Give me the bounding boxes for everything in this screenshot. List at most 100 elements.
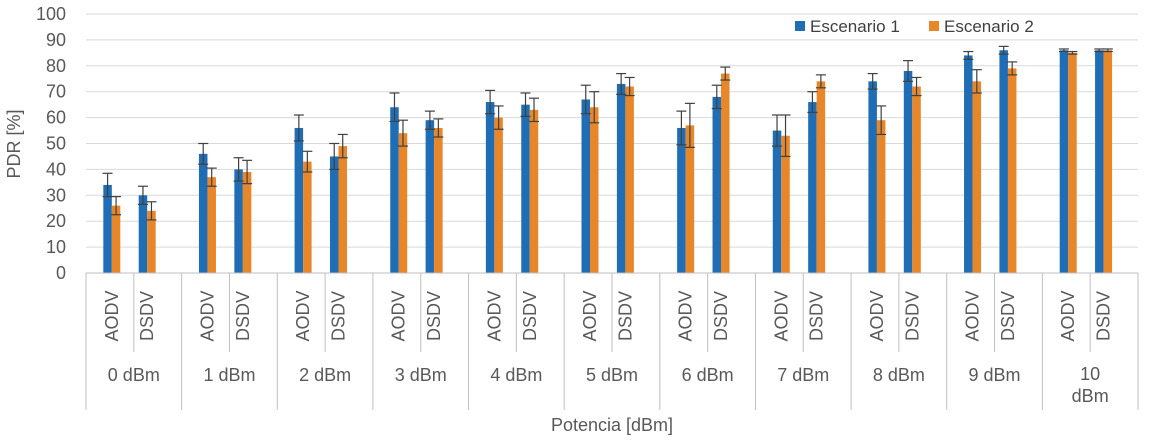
category-label-4-dbm-aodv: AODV [484, 290, 504, 341]
bar-escenario-2-5-dbm-dsdv [625, 86, 634, 274]
bar-escenario-1-6-dbm-aodv [677, 127, 686, 274]
category-label-6-dbm-aodv: AODV [676, 290, 696, 341]
y-tick-label-70: 70 [46, 82, 66, 102]
error-bar-escenario-2-2-dbm-dsdv [337, 133, 348, 159]
bar-escenario-2-6-dbm-aodv [685, 125, 695, 274]
error-bar-escenario-1-6-dbm-dsdv [711, 84, 722, 110]
bar-escenario-2-8-dbm-aodv [876, 120, 886, 273]
category-label-0-dbm-dsdv: DSDV [137, 291, 157, 341]
bar-escenario-1-3-dbm-dsdv [425, 120, 435, 273]
bar-escenario-2-3-dbm-aodv [398, 133, 408, 273]
y-tick-label-40: 40 [46, 159, 66, 179]
legend-swatch-escenario-1 [795, 21, 805, 31]
group-label-6-dbm: 6 dBm [682, 365, 734, 385]
bar-escenario-2-4-dbm-aodv [494, 117, 503, 273]
error-bar-escenario-1-5-dbm-dsdv [616, 72, 627, 95]
category-label-5-dbm-dsdv: DSDV [615, 291, 635, 341]
bar-escenario-1-9-dbm-dsdv [999, 50, 1008, 274]
error-bars [102, 45, 1113, 221]
bar-escenario-1-8-dbm-dsdv [903, 70, 913, 273]
error-bar-escenario-2-6-dbm-aodv [684, 102, 695, 148]
group-label-4-dbm: 4 dBm [490, 365, 542, 385]
bar-escenario-2-9-dbm-aodv [972, 81, 982, 273]
bar-escenario-1-1-dbm-dsdv [234, 169, 243, 273]
group-label-2-dbm: 2 dBm [299, 365, 351, 385]
category-label-9-dbm-dsdv: DSDV [998, 291, 1018, 341]
y-tick-label-50: 50 [46, 134, 66, 154]
category-label-10-dbm-dsdv: DSDV [1094, 291, 1114, 341]
legend: Escenario 1 Escenario 2 [795, 17, 1034, 36]
bar-escenario-1-2-dbm-dsdv [329, 156, 339, 273]
category-label-4-dbm-dsdv: DSDV [520, 291, 540, 341]
error-bar-escenario-1-1-dbm-aodv [198, 142, 209, 165]
group-label-0-dbm: 0 dBm [108, 365, 160, 385]
error-bar-escenario-1-7-dbm-dsdv [807, 91, 818, 114]
bar-escenario-2-0-dbm-dsdv [147, 210, 156, 273]
group-label-1-dbm: 1 dBm [203, 365, 255, 385]
y-tick-label-60: 60 [46, 108, 66, 128]
bar-escenario-2-1-dbm-dsdv [242, 171, 252, 273]
y-tick-label-10: 10 [46, 237, 66, 257]
error-bar-escenario-2-6-dbm-dsdv [720, 66, 731, 81]
bar-escenario-1-9-dbm-aodv [964, 55, 973, 273]
bar-escenario-2-10-dbm-dsdv [1103, 50, 1113, 274]
category-label-3-dbm-dsdv: DSDV [424, 291, 444, 341]
bar-escenario-2-7-dbm-aodv [781, 135, 790, 273]
bar-escenario-1-3-dbm-aodv [390, 107, 399, 274]
error-bar-escenario-1-5-dbm-aodv [580, 84, 591, 115]
error-bar-escenario-1-4-dbm-dsdv [520, 92, 531, 117]
error-bar-escenario-2-7-dbm-aodv [780, 114, 791, 158]
category-label-9-dbm-aodv: AODV [963, 290, 983, 341]
category-label-8-dbm-dsdv: DSDV [902, 291, 922, 341]
bar-escenario-2-2-dbm-dsdv [338, 146, 347, 273]
error-bar-escenario-1-4-dbm-aodv [485, 89, 496, 115]
y-tick-label-0: 0 [56, 263, 66, 283]
error-bar-escenario-2-3-dbm-aodv [397, 119, 408, 147]
group-label-7-dbm: 7 dBm [777, 365, 829, 385]
bar-escenario-1-8-dbm-aodv [868, 81, 877, 273]
error-bar-escenario-1-2-dbm-dsdv [329, 142, 340, 170]
bar-escenario-2-0-dbm-aodv [111, 205, 121, 273]
bar-escenario-2-9-dbm-dsdv [1007, 68, 1017, 273]
category-label-1-dbm-dsdv: DSDV [233, 291, 253, 341]
group-label-10-dbm: 10 dBm [1072, 364, 1109, 406]
error-bar-escenario-2-4-dbm-dsdv [529, 97, 540, 123]
error-bar-escenario-2-5-dbm-dsdv [624, 76, 635, 97]
bar-escenario-2-8-dbm-dsdv [912, 86, 921, 274]
bar-escenario-2-6-dbm-dsdv [721, 73, 730, 273]
bar-escenario-1-6-dbm-dsdv [712, 96, 722, 273]
bar-escenario-2-2-dbm-aodv [303, 161, 312, 273]
group-label-3-dbm: 3 dBm [395, 365, 447, 385]
error-bar-escenario-1-7-dbm-aodv [772, 114, 783, 147]
error-bar-escenario-1-6-dbm-aodv [676, 110, 687, 146]
error-bar-escenario-2-2-dbm-aodv [302, 150, 313, 173]
y-axis-ticks: 0 10 20 30 40 50 60 70 80 90 100 [36, 4, 66, 283]
x-axis-title: Potencia [dBm] [551, 415, 673, 435]
error-bar-escenario-1-3-dbm-aodv [389, 92, 400, 123]
group-label-8-dbm: 8 dBm [873, 365, 925, 385]
bar-escenario-2-5-dbm-aodv [590, 107, 599, 274]
group-label-5-dbm: 5 dBm [586, 365, 638, 385]
legend-label-escenario-2: Escenario 2 [944, 17, 1034, 36]
category-label-7-dbm-dsdv: DSDV [807, 291, 827, 341]
error-bar-escenario-2-9-dbm-dsdv [1007, 61, 1018, 76]
bar-escenario-2-1-dbm-aodv [207, 177, 216, 273]
bar-escenario-1-10-dbm-dsdv [1095, 50, 1104, 274]
bar-escenario-1-0-dbm-dsdv [138, 195, 148, 273]
category-label-2-dbm-dsdv: DSDV [329, 291, 349, 341]
category-label-7-dbm-aodv: AODV [771, 290, 791, 341]
legend-swatch-escenario-2 [929, 21, 939, 31]
y-tick-label-90: 90 [46, 30, 66, 50]
category-label-6-dbm-dsdv: DSDV [711, 291, 731, 341]
error-bar-escenario-2-1-dbm-dsdv [242, 159, 253, 185]
error-bar-escenario-2-8-dbm-dsdv [911, 76, 922, 97]
y-tick-label-100: 100 [36, 4, 66, 24]
bar-escenario-2-10-dbm-aodv [1068, 52, 1077, 273]
error-bar-escenario-2-1-dbm-aodv [206, 167, 217, 187]
error-bar-escenario-2-0-dbm-aodv [111, 195, 122, 216]
bar-escenario-1-0-dbm-aodv [103, 184, 112, 273]
error-bar-escenario-1-8-dbm-dsdv [903, 60, 914, 82]
gridlines [86, 13, 1138, 248]
category-label-8-dbm-aodv: AODV [867, 290, 887, 341]
bar-escenario-1-7-dbm-dsdv [808, 102, 817, 273]
